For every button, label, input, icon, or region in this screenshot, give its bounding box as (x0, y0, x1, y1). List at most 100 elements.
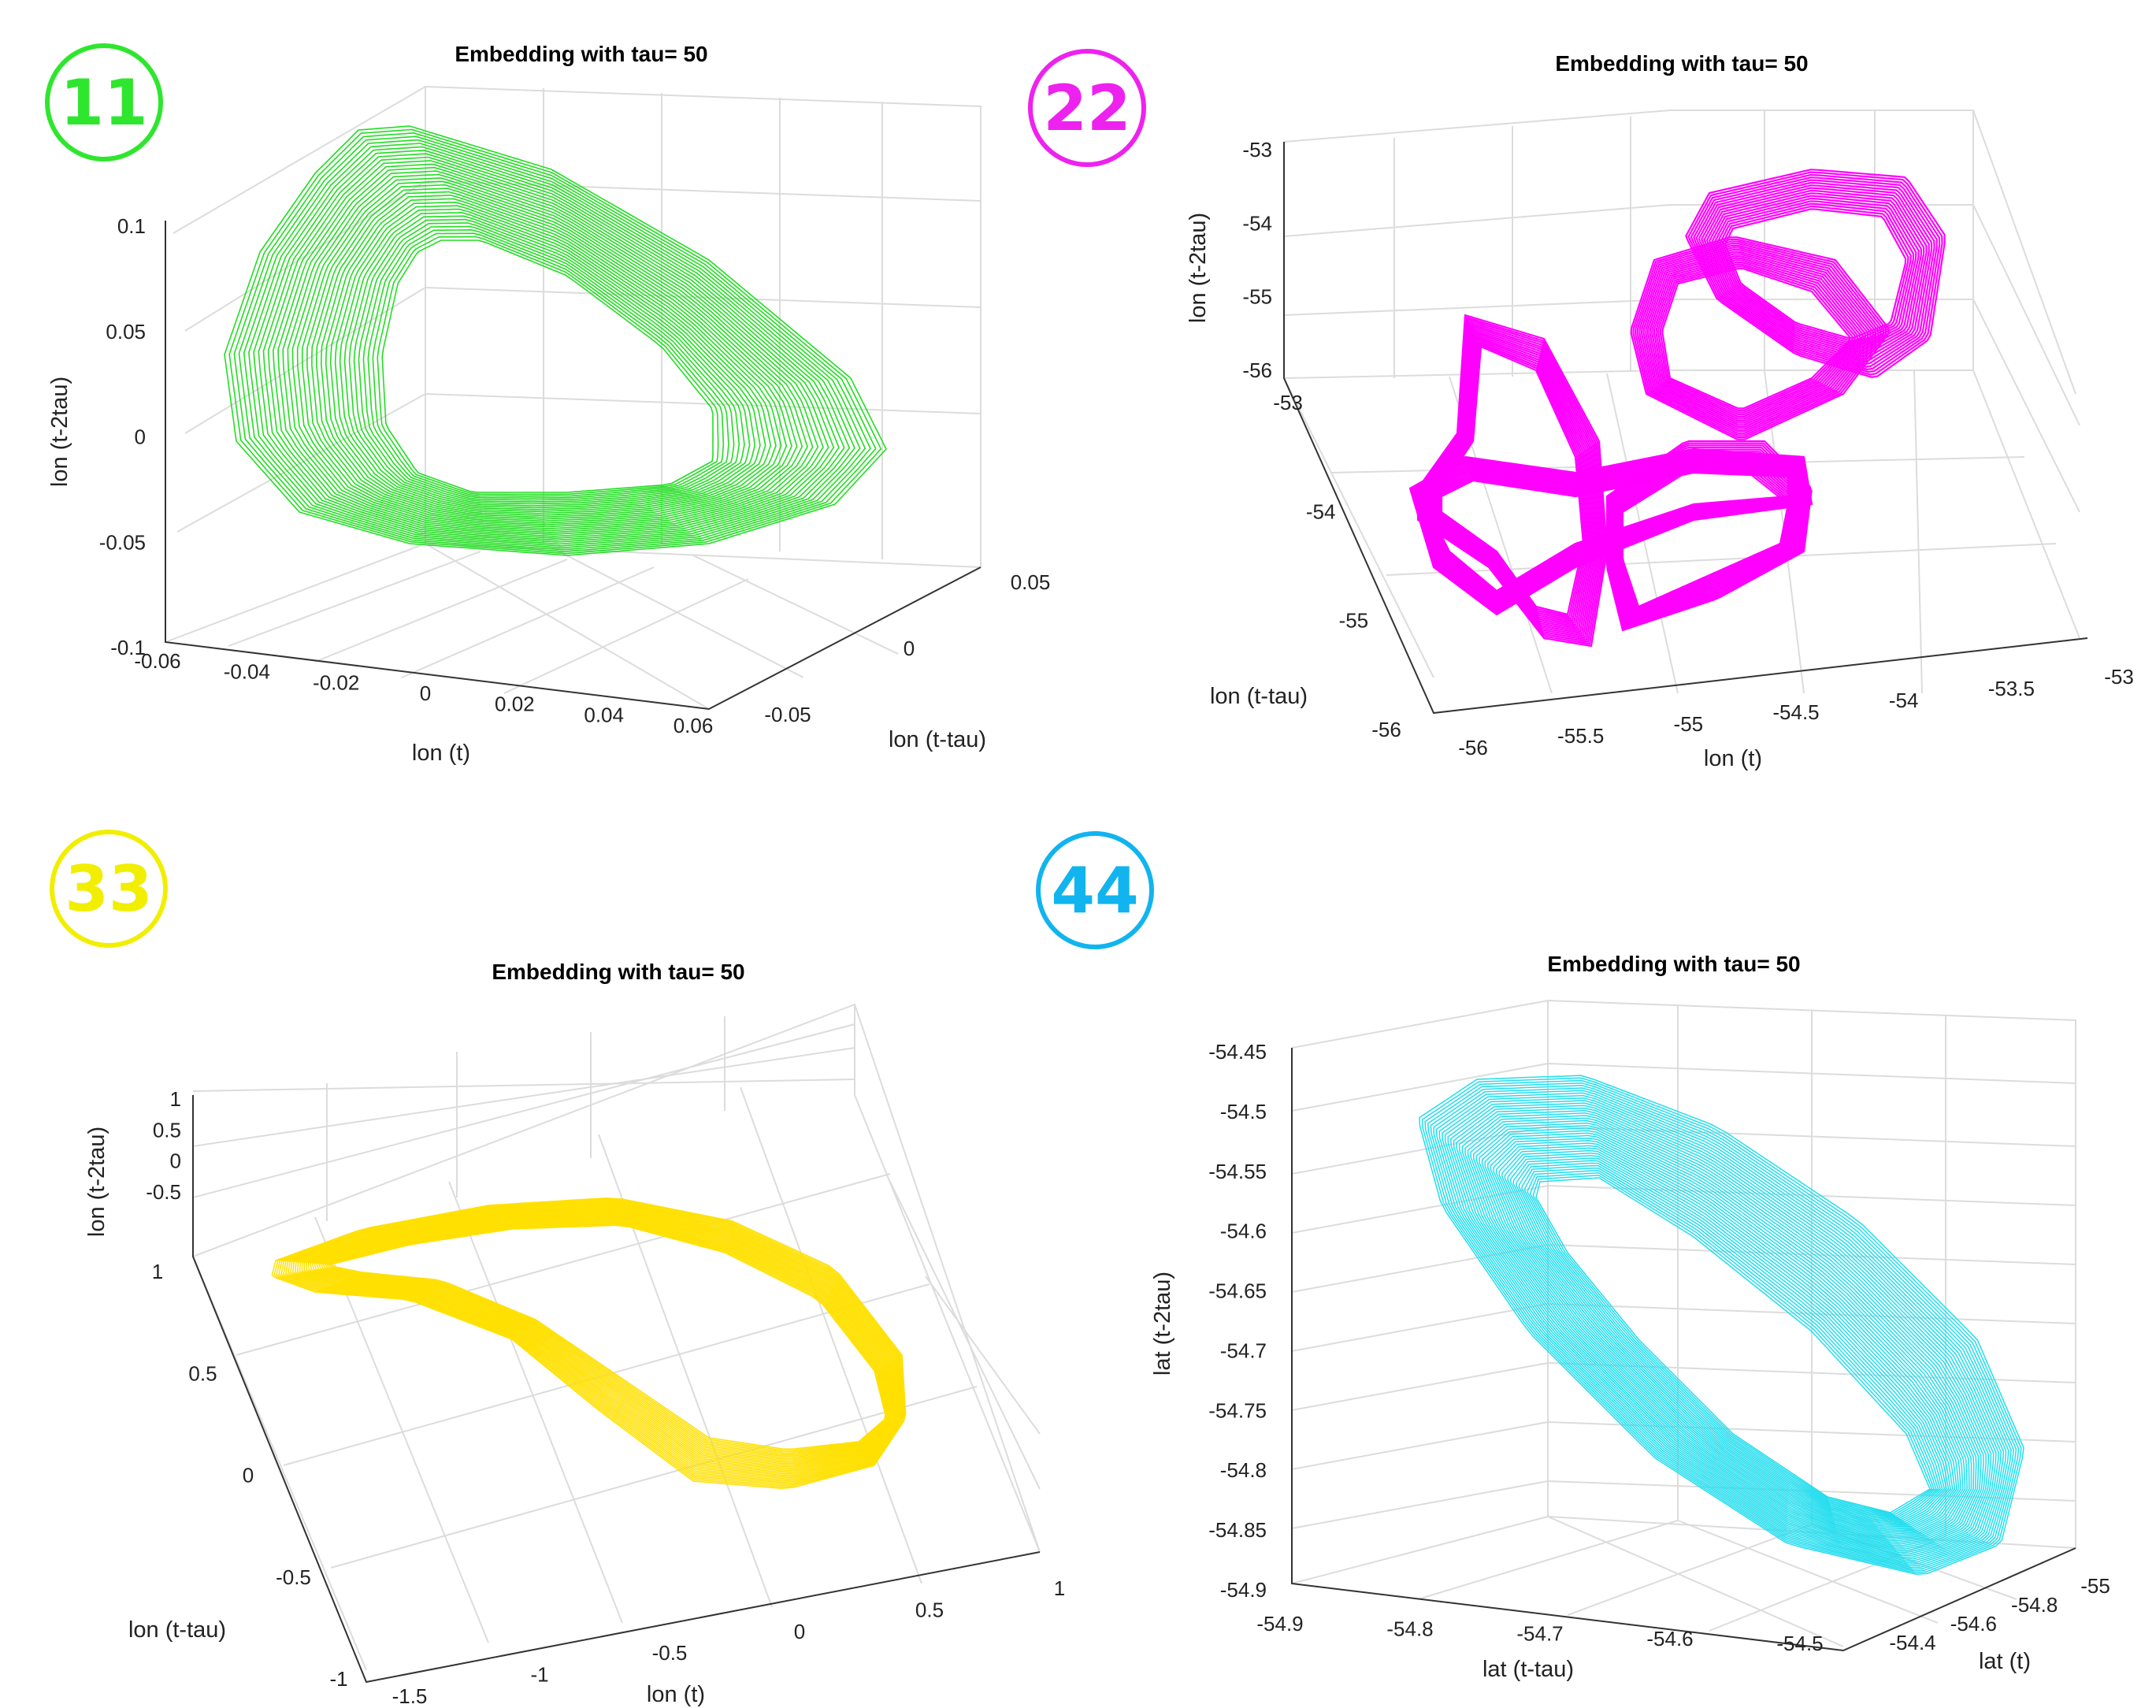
trajectory-loop (1532, 1175, 1933, 1515)
trajectory-loop (253, 146, 855, 545)
trajectory-loop (320, 1220, 890, 1457)
trajectory-loop (1630, 236, 1890, 440)
z-tick-label: -0.05 (99, 530, 146, 554)
badge-33: 33 (50, 830, 168, 948)
trajectory-loop (1690, 173, 1941, 373)
trajectory-loop (1509, 1155, 1950, 1524)
badge-label-11: 11 (60, 66, 147, 139)
y-tick-label: 0 (243, 1464, 254, 1487)
trajectory-loop (326, 1223, 888, 1453)
z-axis-label-22: lon (t-2tau) (1186, 213, 1211, 323)
x-tick-label: 0.06 (674, 714, 714, 737)
x-tick-label: -55 (2080, 1574, 2110, 1598)
x-tick-label: -56 (1458, 736, 1488, 759)
y-axis-label-11: lon (t-tau) (889, 727, 986, 752)
x-tick-label: -0.06 (134, 649, 180, 673)
trajectory-loop (1490, 1137, 1964, 1534)
trajectory-loop (1620, 470, 1790, 610)
trajectory-loop (321, 195, 782, 518)
trajectory-loop (1456, 1107, 1992, 1554)
trajectory-loop (316, 191, 788, 520)
trajectory-loop (362, 225, 735, 501)
trajectory-loop (288, 1204, 901, 1480)
trajectory-loop (1615, 459, 1798, 618)
y-tick-label: -54 (1306, 499, 1336, 523)
z-tick-label: 0.1 (117, 214, 146, 238)
trajectory-loop (307, 1213, 895, 1466)
trajectory-loop (301, 180, 803, 525)
z-tick-label: -54.85 (1208, 1518, 1267, 1542)
z-tick-label: -54.8 (1220, 1458, 1267, 1482)
trajectory-loop (1479, 1127, 1972, 1540)
y-tick-label: 1 (152, 1260, 163, 1283)
trajectory-loop (306, 184, 798, 524)
badge-label-44: 44 (1051, 854, 1138, 927)
trajectory-loop (1424, 325, 1601, 637)
trajectory-loop (343, 212, 756, 509)
badge-label-22: 22 (1043, 72, 1130, 145)
z-tick-label: -54.9 (1220, 1578, 1267, 1602)
z-tick-label: -54.5 (1220, 1100, 1267, 1123)
x-axis-label-33: lon (t) (647, 1682, 705, 1707)
trajectory-loop (1612, 452, 1803, 622)
trajectory-loop (1632, 238, 1887, 439)
trajectory-loop (258, 150, 851, 543)
trajectory-loop (262, 153, 845, 541)
trajectory-loop (1498, 1145, 1957, 1528)
trajectory-loop (1464, 1115, 1984, 1548)
trajectory-loop (228, 128, 882, 555)
trajectory-loop (1616, 461, 1797, 616)
trajectory-loop (1621, 471, 1789, 608)
badge-44: 44 (1036, 831, 1154, 949)
grid-33 (192, 1003, 1041, 1671)
x-tick-label: -0.04 (224, 660, 270, 684)
trajectory-loop (1649, 254, 1866, 422)
chart-title-22: Embedding with tau= 50 (1555, 51, 1808, 76)
trajectory-loop (1516, 1160, 1946, 1521)
z-tick-label: -55 (1242, 285, 1272, 309)
trajectory-loop (1620, 467, 1792, 611)
trajectory-loop (1605, 440, 1813, 632)
z-tick-label: 1 (170, 1087, 181, 1111)
trajectory-loop (348, 215, 751, 507)
trajectory-loop (1607, 442, 1811, 630)
panel-33: -0.5 0 0.5 1 -1.5 -1 -0.5 0 0.5 1 -1 -0.5 0 0.5 1 Em… (50, 830, 1065, 1708)
x-tick-label: 0 (794, 1620, 805, 1643)
trajectory-loop (311, 188, 792, 522)
y-tick-label: -54.7 (1516, 1622, 1563, 1646)
trajectory-33 (271, 1197, 907, 1490)
trajectory-loop (1617, 463, 1795, 615)
panel-11: -0.1 -0.05 0 0.05 0.1 -0.06 -0.04 -0.02 0 0.02 0.… (45, 42, 1050, 766)
z-tick-label: -54.45 (1208, 1040, 1267, 1064)
x-tick-label: -54.5 (1772, 700, 1819, 724)
trajectory-loop (1527, 1170, 1937, 1517)
z-tick-label: 0 (135, 425, 146, 449)
trajectory-loop (1442, 1094, 2005, 1561)
trajectory-loop (303, 1211, 896, 1469)
trajectory-loop (296, 1209, 898, 1473)
y-tick-label: -54.5 (1776, 1632, 1823, 1655)
trajectory-loop (1421, 320, 1604, 641)
trajectory-loop (1609, 446, 1808, 627)
trajectory-loop (381, 239, 714, 493)
trajectory-loop (294, 1207, 899, 1475)
trajectory-loop (1433, 1087, 2012, 1567)
x-tick-label: -0.02 (313, 670, 359, 694)
trajectory-loop (224, 125, 887, 556)
trajectory-loop (1646, 253, 1869, 424)
chart-title-33: Embedding with tau= 50 (492, 960, 744, 984)
trajectory-loop (1416, 314, 1609, 648)
trajectory-loop (1501, 1147, 1956, 1528)
trajectory-loop (1608, 444, 1809, 629)
z-tick-label: -53 (1242, 138, 1272, 162)
x-axis-label-22: lon (t) (1704, 746, 1762, 771)
axes-11 (165, 221, 982, 711)
trajectory-loop (301, 1210, 897, 1470)
y-tick-label: -0.05 (764, 703, 811, 726)
trajectory-loop (291, 173, 814, 529)
trajectory-loop (290, 1205, 900, 1478)
trajectory-loop (1487, 1134, 1966, 1535)
trajectory-loop (1473, 1122, 1977, 1543)
trajectory-loop (1687, 171, 1943, 376)
